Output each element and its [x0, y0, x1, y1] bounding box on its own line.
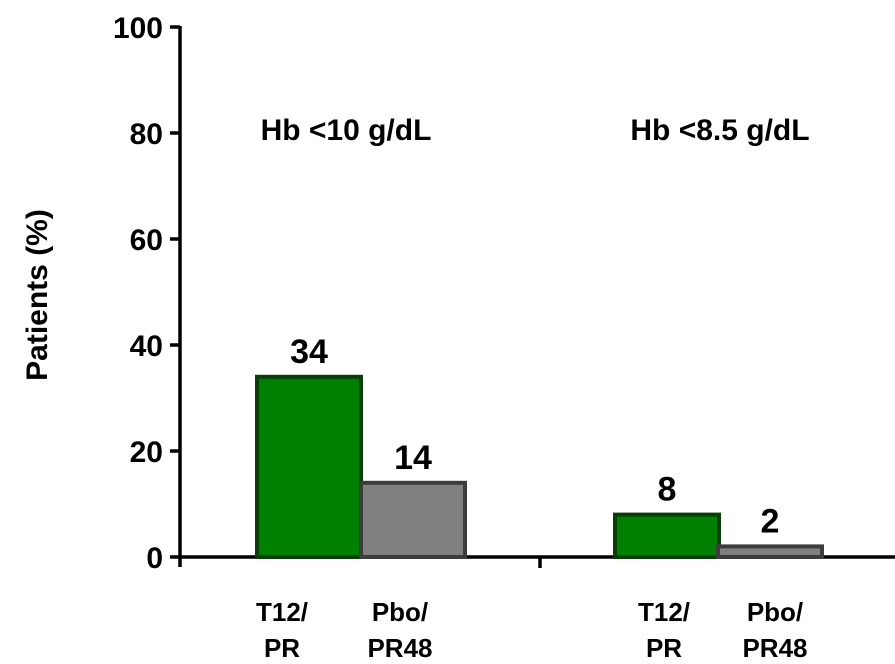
- data-label: 14: [394, 439, 432, 477]
- category-label: Pbo/: [747, 597, 803, 627]
- y-tick-label: 40: [130, 330, 163, 363]
- data-labels: 34 14 8 2: [290, 333, 779, 541]
- bar: [613, 512, 721, 559]
- y-tick-label: 20: [130, 436, 163, 469]
- bar: [255, 374, 363, 559]
- group-label: Hb <8.5 g/dL: [630, 114, 809, 147]
- group-label: Hb <10 g/dL: [261, 114, 432, 147]
- category-label: T12/: [256, 597, 308, 627]
- category-label: PR: [264, 633, 300, 663]
- bars: [255, 374, 824, 560]
- y-axis-title: Patients (%): [21, 209, 54, 381]
- bar: [359, 480, 467, 559]
- category-label: PR48: [742, 633, 807, 663]
- category-label: PR: [646, 633, 682, 663]
- y-tick-label: 60: [130, 224, 163, 257]
- category-label: Pbo/: [372, 597, 428, 627]
- data-label: 2: [761, 502, 780, 540]
- group-labels: Hb <10 g/dL Hb <8.5 g/dL: [261, 114, 810, 147]
- data-label: 34: [290, 333, 328, 371]
- category-label: T12/: [638, 597, 690, 627]
- y-tick-label: 80: [130, 118, 163, 151]
- y-axis: 0 20 40 60 80 100: [113, 12, 182, 575]
- category-labels: T12/PR Pbo/PR48 T12/PR Pbo/PR48: [256, 597, 808, 663]
- y-tick-label: 100: [113, 12, 163, 45]
- category-label: PR48: [367, 633, 432, 663]
- bar: [716, 544, 824, 560]
- data-label: 8: [658, 471, 677, 509]
- y-tick-label: 0: [146, 542, 163, 575]
